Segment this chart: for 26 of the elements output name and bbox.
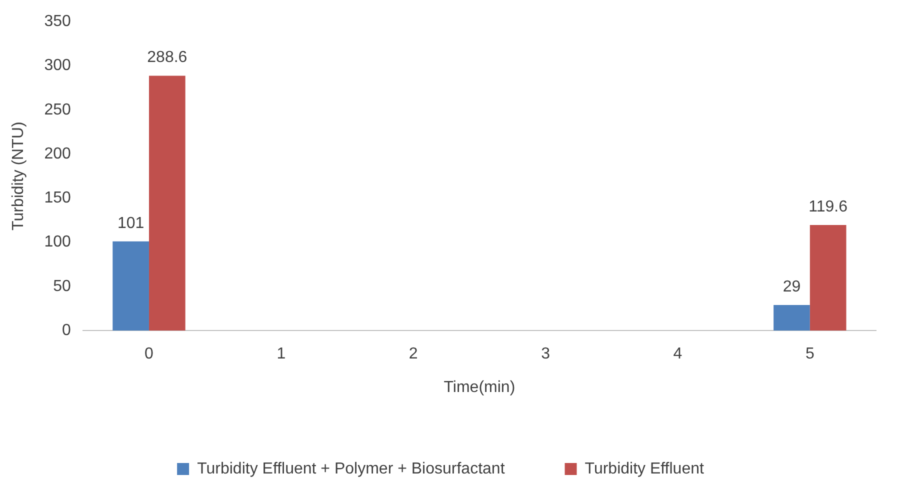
legend-label: Turbidity Effluent — [584, 460, 704, 478]
y-tick-label: 100 — [44, 234, 71, 251]
data-label: 101 — [117, 214, 144, 232]
data-label: 29 — [782, 278, 801, 296]
x-tick-label: 4 — [673, 346, 682, 363]
y-tick-label: 0 — [62, 322, 71, 340]
y-tick-label: 150 — [44, 190, 71, 207]
x-tick-label: 0 — [144, 346, 154, 363]
y-tick-label: 200 — [44, 145, 71, 162]
y-tick-label: 50 — [53, 278, 71, 295]
bar — [810, 225, 846, 331]
bar — [112, 241, 149, 331]
x-tick-label: 2 — [408, 346, 418, 363]
y-tick-label: 250 — [44, 101, 71, 118]
bar — [774, 304, 810, 331]
y-tick-label: 350 — [44, 13, 71, 30]
x-tick-label: 1 — [276, 346, 286, 363]
x-tick-label: 5 — [805, 346, 814, 363]
data-label: 288.6 — [147, 49, 188, 66]
y-tick-label: 300 — [44, 57, 71, 74]
x-tick-label: 3 — [541, 346, 550, 363]
legend-label: Turbidity Effluent + Polymer + Biosurfactant — [197, 460, 506, 478]
y-axis-title: Turbidity (NTU) — [10, 122, 28, 230]
data-label: 119.6 — [808, 198, 848, 216]
x-axis-title: Time(min) — [444, 378, 516, 396]
bar — [148, 76, 186, 331]
